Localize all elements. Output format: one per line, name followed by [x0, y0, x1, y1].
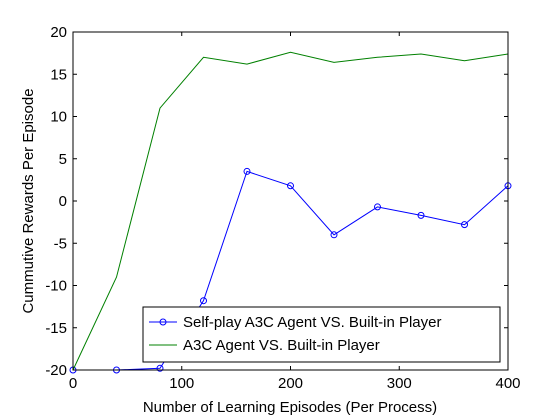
- data-point-0: [330, 231, 338, 239]
- x-tick-label: 0: [69, 375, 77, 392]
- x-tick-label: 100: [169, 375, 194, 392]
- y-tick-label: -20: [45, 362, 67, 379]
- y-tick-label: -10: [45, 278, 67, 295]
- legend: Self-play A3C Agent VS. Built-in Player …: [142, 306, 501, 363]
- legend-label-self-play: Self-play A3C Agent VS. Built-in Player: [183, 314, 441, 331]
- y-axis-label: Cummutive Rewards Per Episode: [20, 88, 37, 313]
- data-point-0: [417, 211, 425, 219]
- legend-label-a3c: A3C Agent VS. Built-in Player: [183, 337, 380, 354]
- legend-box: [142, 306, 501, 363]
- series-layer: [69, 51, 512, 374]
- data-point-0: [461, 221, 468, 229]
- ticks-layer: 0 100 200 300 400 -20 -15 -10 -5 0 5 10 15 20: [45, 24, 520, 392]
- x-axis-label: Number of Learning Episodes (Per Process…: [143, 399, 437, 416]
- y-tick-label: 0: [59, 193, 67, 210]
- y-tick-label: -15: [45, 320, 67, 337]
- y-tick-label: 20: [50, 24, 67, 41]
- series-line-1: [72, 51, 509, 371]
- series-line-0: [73, 170, 509, 371]
- x-tick-label: 200: [278, 375, 303, 392]
- data-point-0: [374, 203, 381, 211]
- data-point-0: [287, 182, 294, 190]
- legend-marker-self-play: [159, 318, 167, 326]
- x-tick-label: 400: [495, 375, 520, 392]
- y-tick-label: -5: [54, 235, 67, 252]
- y-tick-label: 5: [59, 151, 67, 168]
- x-tick-label: 300: [387, 375, 412, 392]
- data-point-0: [243, 167, 251, 175]
- data-point-0: [156, 364, 164, 372]
- y-tick-label: 10: [50, 109, 67, 126]
- y-tick-label: 15: [50, 66, 67, 83]
- data-point-0: [200, 297, 207, 305]
